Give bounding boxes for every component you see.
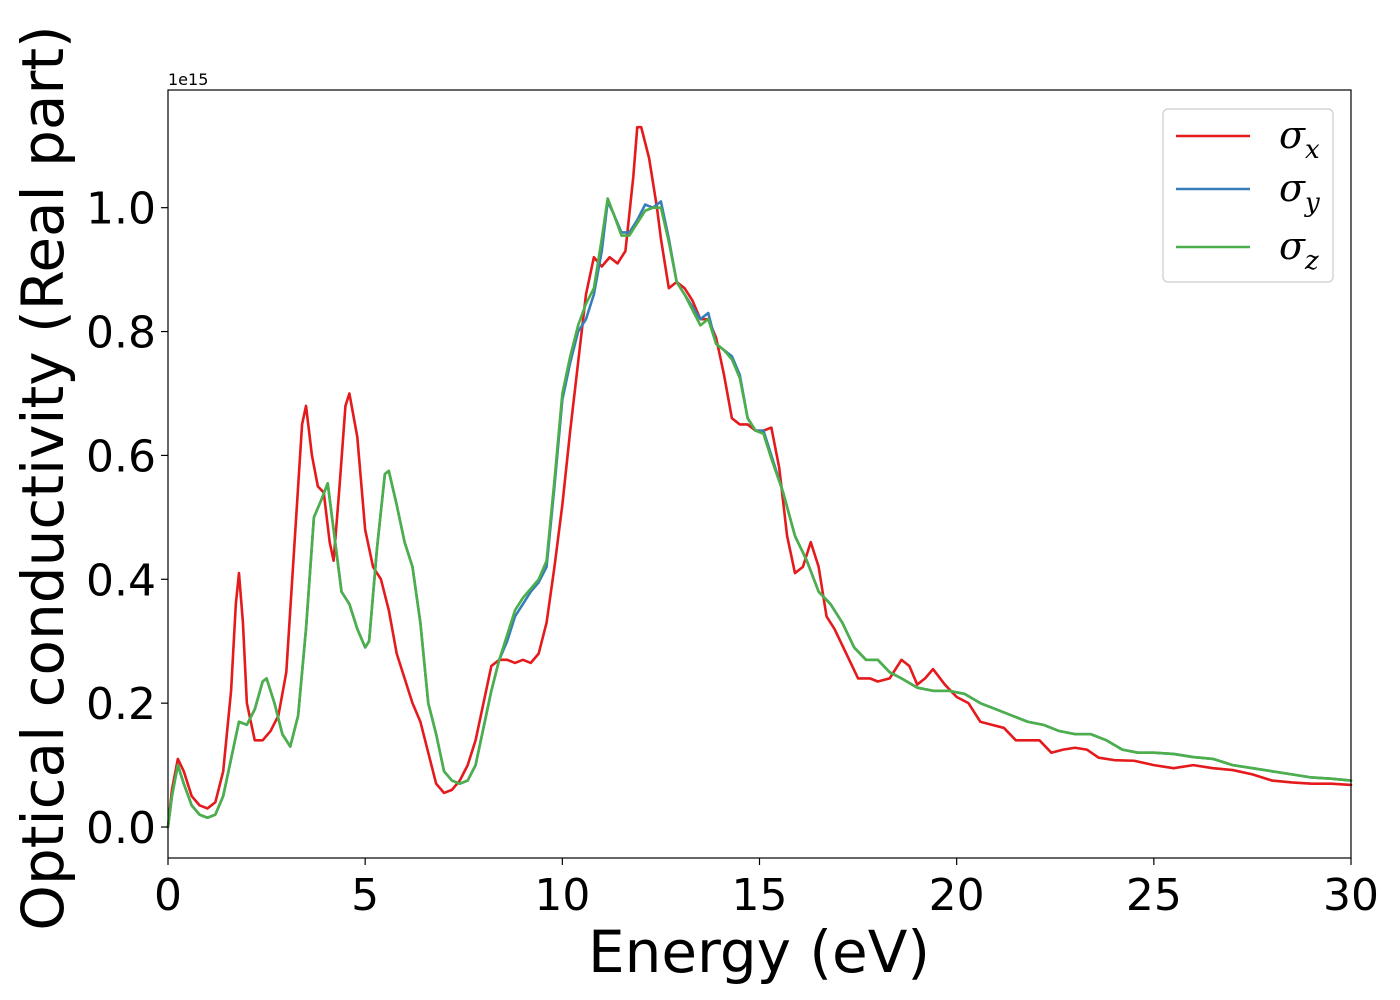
x-axis-label: Energy (eV) <box>588 918 930 986</box>
y-tick-label: 0.0 <box>86 803 156 854</box>
y-tick-label: 0.2 <box>86 679 156 730</box>
legend-frame <box>1162 108 1334 283</box>
series-line-z <box>166 197 1353 829</box>
x-tick-label: 15 <box>732 870 788 921</box>
legend-subscript: y <box>1304 188 1320 218</box>
legend-symbol: σ <box>1279 166 1306 210</box>
x-tick-label: 0 <box>154 870 182 921</box>
legend-label-x: σx <box>1279 113 1320 165</box>
series-layer <box>166 125 1353 829</box>
y-axis-label: Optical conductivity (Real part) <box>9 25 77 930</box>
ticks-layer: 0 5 10 15 20 25 30 0.0 0.2 0.4 0.6 0.8 1.0 <box>86 184 1379 921</box>
legend-label-y: σy <box>1279 166 1320 218</box>
x-tick-label: 10 <box>534 870 590 921</box>
x-tick-label: 5 <box>351 870 379 921</box>
x-tick-label: 25 <box>1126 870 1182 921</box>
legend-symbol: σ <box>1279 113 1306 157</box>
y-tick-label: 0.8 <box>86 308 156 359</box>
y-offset-label: 1e15 <box>168 70 208 89</box>
legend-label-z: σz <box>1279 224 1319 276</box>
x-tick-label: 20 <box>929 870 985 921</box>
legend-subscript: z <box>1304 246 1319 276</box>
series-line-x <box>166 125 1353 829</box>
y-tick-label: 1.0 <box>86 184 156 235</box>
x-tick-label: 30 <box>1323 870 1379 921</box>
legend-subscript: x <box>1305 135 1320 165</box>
y-tick-label: 0.6 <box>86 431 156 482</box>
legend-symbol: σ <box>1279 224 1306 268</box>
y-tick-label: 0.4 <box>86 555 156 606</box>
